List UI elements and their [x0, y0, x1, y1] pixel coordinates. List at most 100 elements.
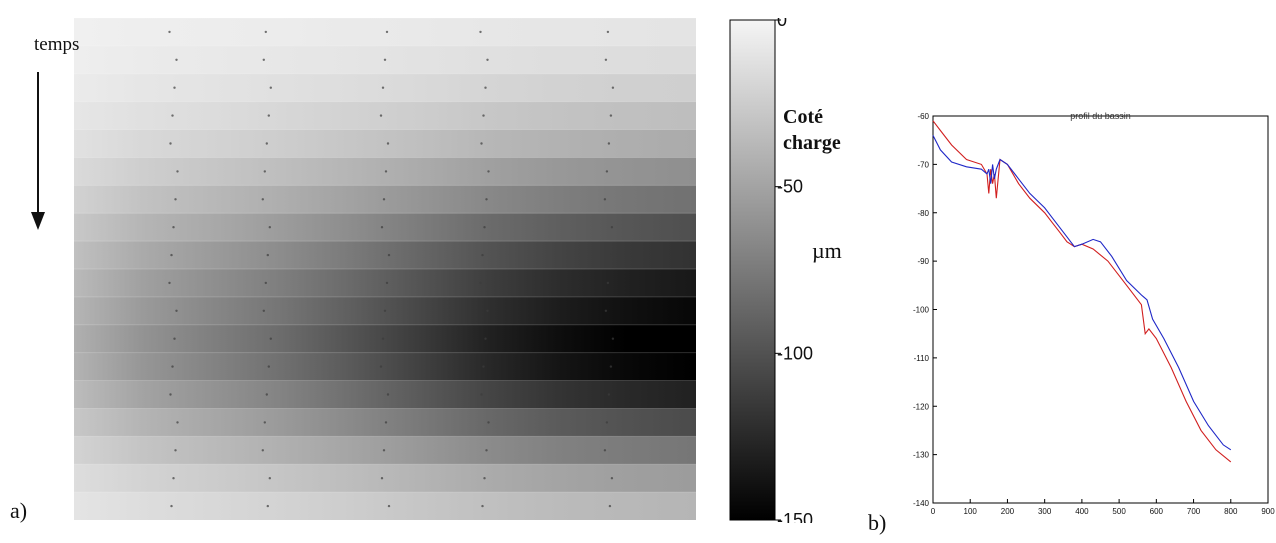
- panel-b-label: b): [868, 510, 887, 535]
- surface-speck: [607, 142, 611, 145]
- surface-speck: [176, 421, 179, 424]
- surface-speck: [486, 58, 489, 61]
- surface-speck: [264, 281, 267, 285]
- surface-speck: [605, 421, 609, 424]
- surface-speck: [263, 421, 266, 424]
- heatmap-strip: [74, 101, 696, 131]
- surface-speck: [387, 504, 391, 508]
- surface-speck: [268, 477, 271, 480]
- surface-speck: [380, 477, 384, 480]
- heatmap-strip: [74, 241, 696, 270]
- heatmap-strip: [74, 269, 696, 298]
- surface-speck: [486, 309, 489, 312]
- surface-speck: [479, 281, 482, 285]
- surface-speck: [262, 309, 265, 312]
- y-tick-label: -120: [913, 402, 930, 411]
- blue-profile-line: [932, 135, 1232, 451]
- time-axis-label: temps: [34, 34, 80, 55]
- surface-speck: [175, 309, 178, 312]
- surface-speck: [384, 170, 388, 173]
- heatmap-strip: [74, 352, 696, 382]
- surface-speck: [382, 449, 386, 452]
- surface-speck: [174, 449, 177, 452]
- surface-speck: [608, 504, 612, 508]
- surface-speck: [484, 86, 487, 89]
- surface-speck: [267, 114, 270, 117]
- y-tick-label: -90: [917, 257, 929, 266]
- time-down-arrow-icon: [31, 72, 45, 230]
- surface-speck: [168, 30, 171, 34]
- surface-speck: [384, 421, 388, 424]
- x-tick-label: 500: [1112, 507, 1126, 516]
- surface-speck: [266, 504, 269, 508]
- surface-speck: [484, 337, 487, 340]
- side-label-line2: charge: [783, 132, 841, 154]
- surface-speck: [383, 309, 387, 312]
- surface-speck: [268, 226, 271, 229]
- heatmap-strip: [74, 129, 696, 159]
- surface-speck: [480, 393, 483, 396]
- surface-speck: [173, 337, 176, 340]
- surface-speck: [386, 142, 390, 145]
- colorbar: 0 -50 -100 -150: [729, 18, 813, 523]
- surface-speck: [485, 198, 488, 201]
- panel-a-label: a): [10, 498, 28, 523]
- red-profile-line: [932, 120, 1232, 463]
- colorbar-tick-label: -50: [777, 177, 803, 197]
- x-tick-label: 100: [964, 507, 978, 516]
- heatmap-strip: [74, 18, 696, 47]
- surface-speck: [606, 30, 610, 34]
- surface-speck: [480, 142, 483, 145]
- surface-speck: [604, 309, 608, 312]
- colorbar-tick-label: -150: [777, 510, 813, 523]
- surface-speck: [483, 477, 486, 480]
- surface-speck: [385, 30, 389, 34]
- y-tick-label: -110: [914, 354, 930, 363]
- surface-speck: [604, 58, 608, 61]
- surface-speck: [261, 198, 264, 201]
- surface-speck: [386, 393, 390, 396]
- surface-speck: [482, 114, 485, 117]
- surface-speck: [610, 226, 614, 229]
- surface-speck: [609, 365, 613, 368]
- surface-speck: [487, 170, 490, 173]
- surface-speck: [485, 449, 488, 452]
- surface-speck: [609, 114, 613, 117]
- heatmap-strip: [74, 464, 696, 493]
- surface-speck: [382, 198, 386, 201]
- heatmap-strip: [74, 492, 696, 520]
- x-tick-label: 800: [1224, 507, 1238, 516]
- surface-speck: [264, 30, 267, 34]
- colorbar-tick-label: -100: [777, 343, 813, 363]
- surface-speck: [175, 58, 178, 61]
- surface-speck: [171, 114, 174, 117]
- surface-speck: [385, 281, 389, 285]
- surface-speck: [605, 170, 609, 173]
- surface-speck: [607, 393, 611, 396]
- surface-speck: [172, 226, 175, 229]
- x-tick-label: 600: [1150, 507, 1164, 516]
- surface-speck: [173, 86, 176, 89]
- x-tick-label: 300: [1038, 507, 1052, 516]
- surface-speck: [481, 504, 484, 508]
- y-tick-label: -60: [917, 112, 929, 121]
- surface-speck: [379, 365, 383, 368]
- y-tick-label: -100: [913, 306, 930, 315]
- x-tick-label: 200: [1001, 507, 1015, 516]
- side-label-line1: Coté: [783, 106, 823, 128]
- surface-speck: [176, 170, 179, 173]
- surface-speck: [174, 198, 177, 201]
- surface-speck: [482, 365, 485, 368]
- surface-speck: [606, 281, 610, 285]
- surface-speck: [381, 337, 385, 340]
- surface-speck: [380, 226, 384, 229]
- surface-speck: [383, 58, 387, 61]
- y-tick-label: -80: [917, 209, 929, 218]
- surface-speck: [171, 365, 174, 368]
- x-tick-label: 700: [1187, 507, 1201, 516]
- surface-speck: [170, 253, 173, 257]
- x-tick-label: 400: [1075, 507, 1089, 516]
- surface-speck: [479, 30, 482, 34]
- surface-speck: [483, 226, 486, 229]
- surface-speck: [387, 253, 391, 257]
